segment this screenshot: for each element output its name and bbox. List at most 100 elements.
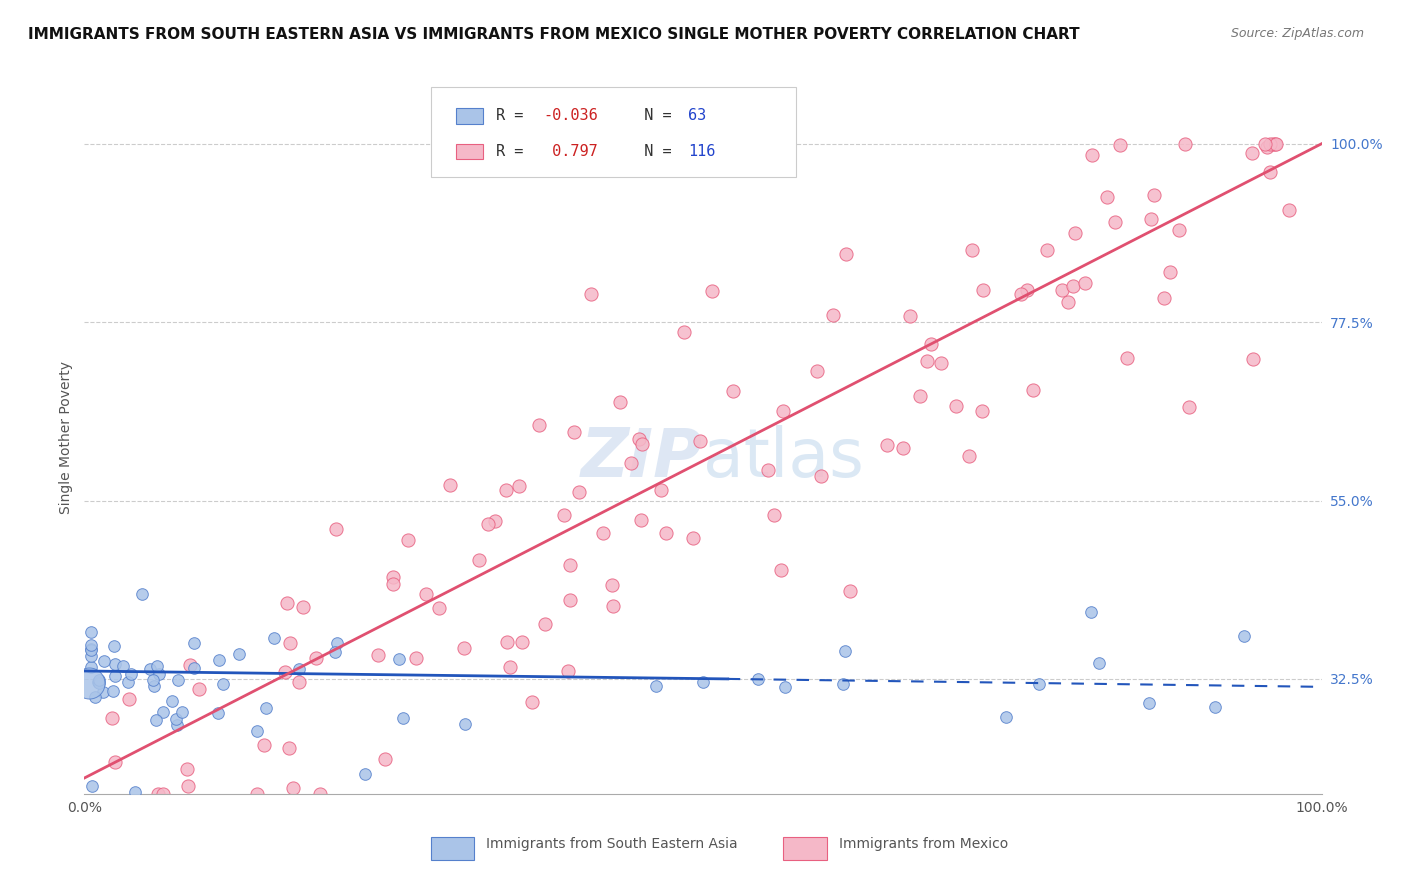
Point — [558, 593, 581, 607]
Point — [111, 659, 134, 673]
Point — [499, 660, 522, 674]
FancyBboxPatch shape — [456, 108, 482, 124]
Point — [1241, 146, 1264, 161]
Point — [79, 642, 101, 657]
Text: Source: ZipAtlas.com: Source: ZipAtlas.com — [1230, 27, 1364, 40]
Text: R =: R = — [496, 109, 533, 123]
Point — [689, 434, 711, 448]
Point — [176, 762, 198, 776]
Point — [172, 705, 194, 719]
Point — [1062, 279, 1084, 293]
Point — [1178, 400, 1201, 414]
Text: atlas: atlas — [703, 425, 863, 491]
Point — [276, 596, 298, 610]
Point — [484, 514, 506, 528]
Point — [682, 531, 704, 545]
Point — [325, 522, 347, 536]
Point — [1265, 136, 1288, 151]
Point — [1104, 215, 1126, 229]
Point — [1258, 165, 1281, 179]
Point — [1241, 352, 1264, 367]
Point — [454, 717, 477, 731]
Point — [1028, 677, 1050, 691]
Point — [1258, 136, 1281, 151]
Point — [139, 662, 162, 676]
Point — [1137, 697, 1160, 711]
Point — [692, 675, 714, 690]
Point — [79, 676, 101, 690]
Point — [775, 680, 797, 694]
Point — [120, 666, 142, 681]
Text: 0.797: 0.797 — [543, 145, 598, 159]
Point — [562, 425, 585, 440]
Point — [834, 644, 856, 658]
Point — [391, 711, 413, 725]
Point — [915, 354, 938, 368]
Text: N =: N = — [626, 145, 681, 159]
Text: N =: N = — [626, 109, 681, 123]
Point — [1204, 700, 1226, 714]
Point — [87, 676, 110, 690]
Point — [382, 570, 405, 584]
Point — [747, 672, 769, 686]
Point — [1088, 656, 1111, 670]
Point — [723, 384, 745, 399]
Point — [972, 403, 994, 417]
Text: -0.036: -0.036 — [543, 109, 598, 123]
Point — [568, 485, 591, 500]
Point — [1080, 605, 1102, 619]
Point — [908, 389, 931, 403]
Point — [806, 364, 828, 378]
Point — [835, 247, 858, 261]
Point — [821, 308, 844, 322]
Point — [929, 356, 952, 370]
Point — [152, 705, 174, 719]
Text: 63: 63 — [688, 109, 706, 123]
Point — [183, 636, 205, 650]
Point — [1174, 136, 1197, 151]
Point — [453, 641, 475, 656]
Text: Immigrants from South Eastern Asia: Immigrants from South Eastern Asia — [486, 837, 738, 851]
Point — [1010, 286, 1032, 301]
Point — [131, 587, 153, 601]
Point — [101, 683, 124, 698]
Point — [79, 643, 101, 657]
FancyBboxPatch shape — [783, 838, 827, 860]
Point — [323, 645, 346, 659]
Point — [891, 441, 914, 455]
Point — [1108, 137, 1130, 152]
Point — [1261, 136, 1284, 151]
Point — [208, 653, 231, 667]
Point — [1264, 136, 1286, 151]
Point — [148, 787, 170, 801]
Point — [1256, 140, 1278, 154]
Point — [772, 404, 794, 418]
Point — [79, 638, 101, 652]
FancyBboxPatch shape — [456, 144, 482, 160]
Point — [522, 695, 544, 709]
Point — [288, 674, 311, 689]
Point — [211, 676, 233, 690]
Point — [325, 636, 347, 650]
Point — [145, 713, 167, 727]
Point — [650, 483, 672, 498]
Point — [183, 661, 205, 675]
Point — [176, 779, 198, 793]
Point — [1074, 276, 1097, 290]
Point — [188, 681, 211, 696]
Point — [79, 659, 101, 673]
Point — [920, 337, 942, 351]
Y-axis label: Single Mother Poverty: Single Mother Poverty — [59, 360, 73, 514]
Point — [142, 673, 165, 688]
Point — [602, 599, 624, 613]
Point — [534, 616, 557, 631]
Point — [581, 287, 603, 301]
Point — [354, 766, 377, 780]
Point — [756, 463, 779, 477]
Point — [166, 673, 188, 687]
Point — [945, 399, 967, 413]
Point — [592, 525, 614, 540]
Point — [557, 664, 579, 678]
Point — [118, 692, 141, 706]
Point — [117, 675, 139, 690]
